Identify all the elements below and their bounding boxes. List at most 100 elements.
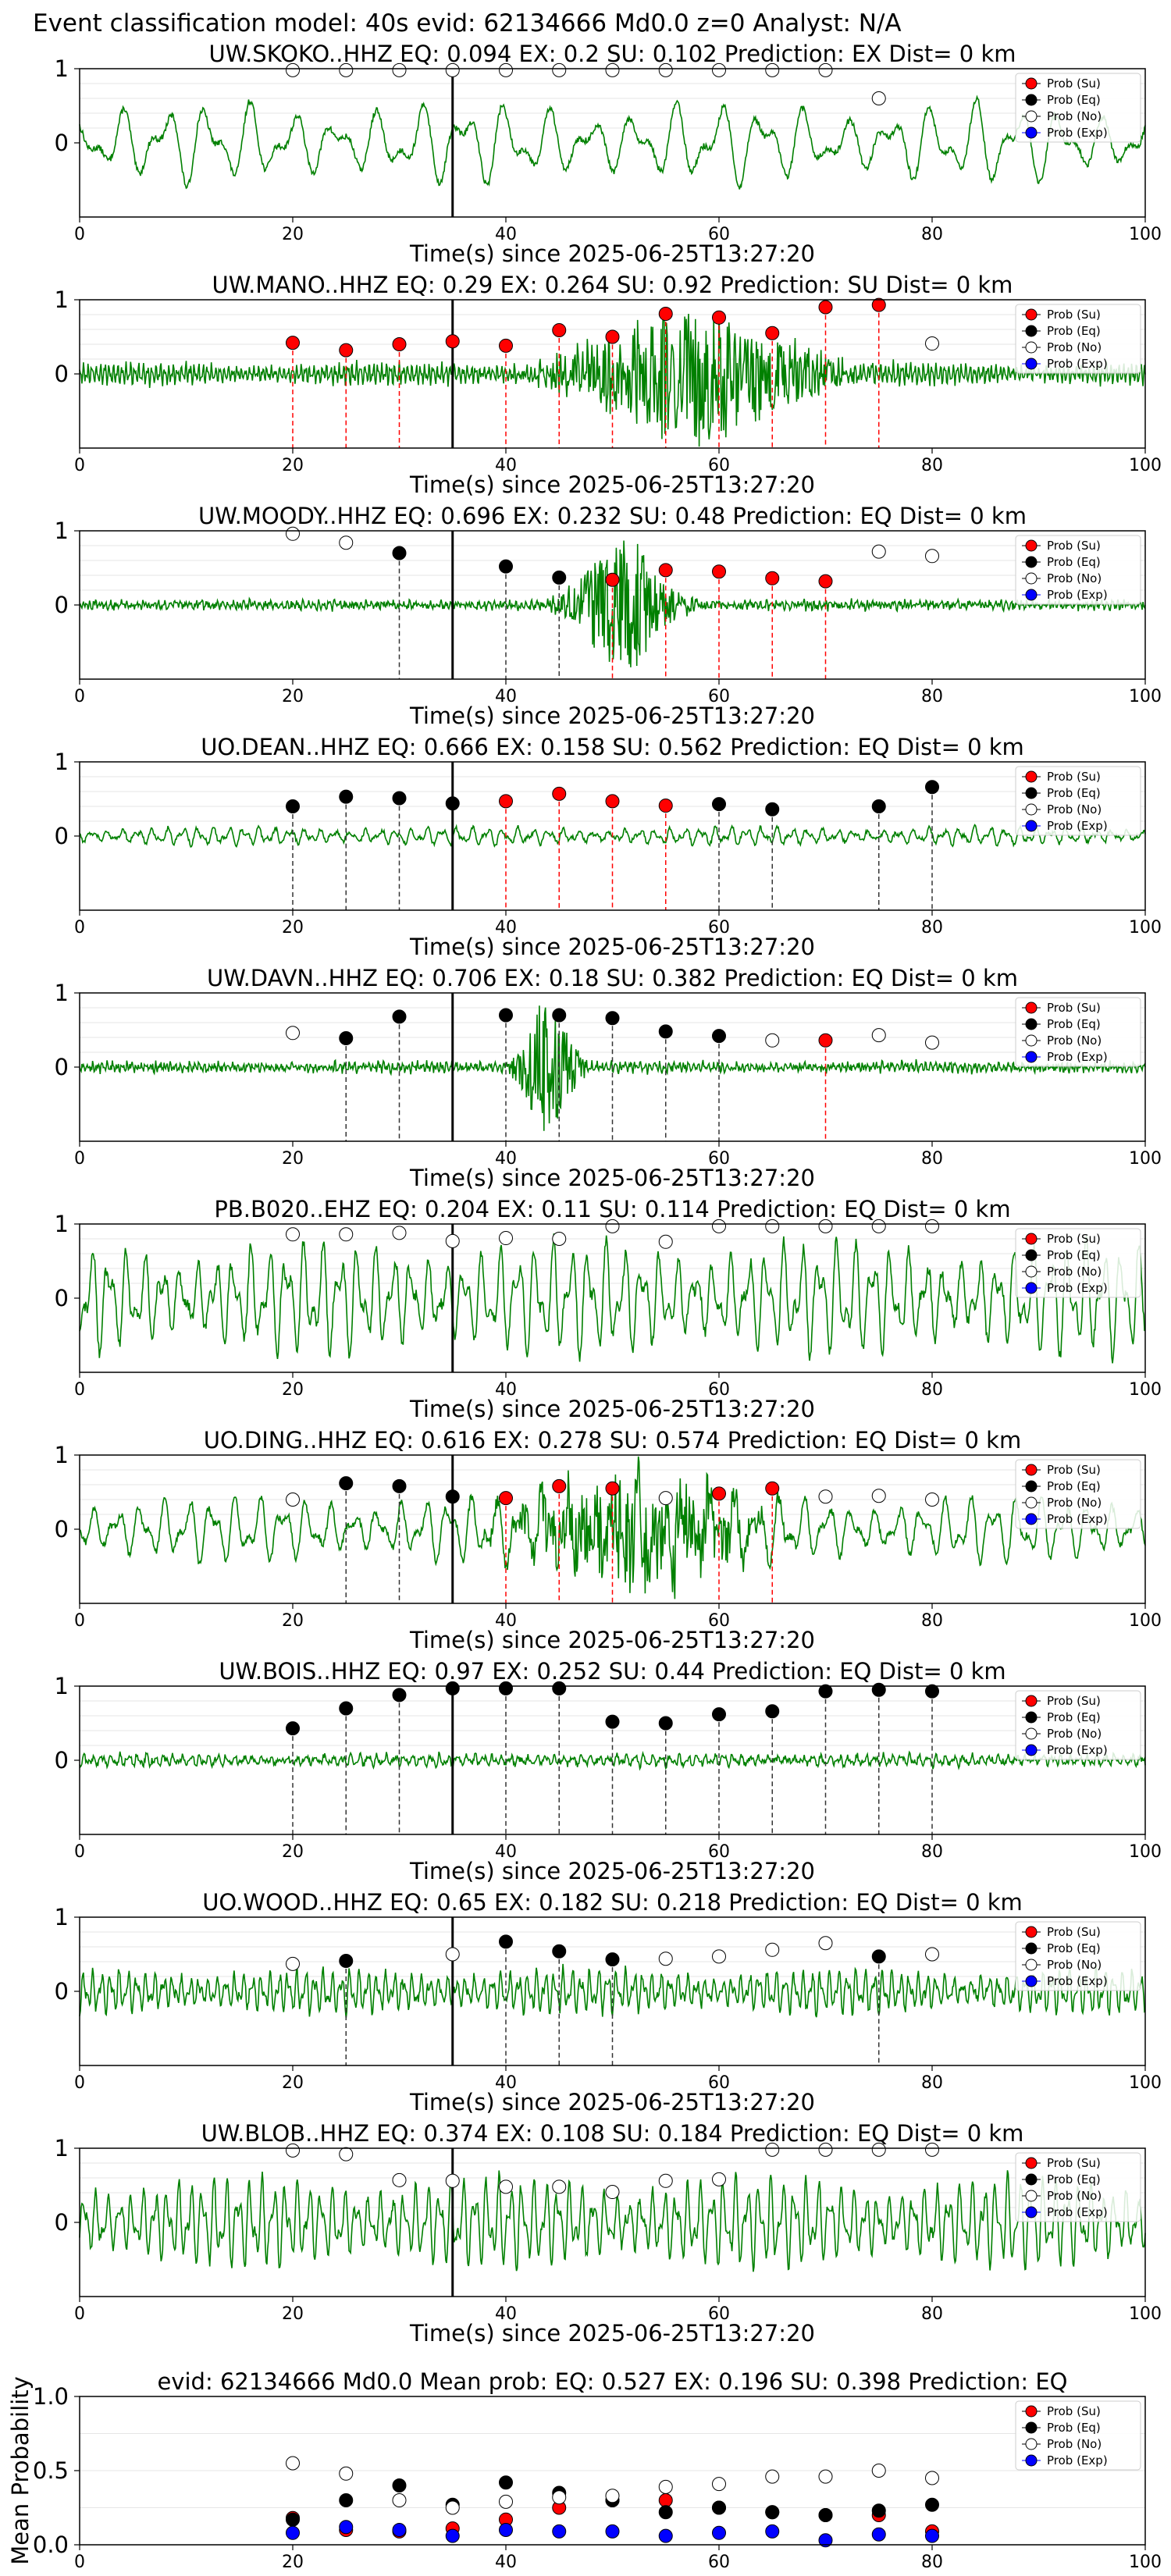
prob-marker-eq [871,1949,886,1964]
prob-marker-no [552,2179,567,2194]
prob-marker-no [925,2142,939,2157]
prob-marker-no [552,1232,567,1246]
prob-marker-su [658,307,673,322]
prob-marker-eq [765,802,780,817]
x-tick-label: 60 [708,1380,730,1400]
waveform-trace [79,2170,1146,2272]
station-panel: PB.B020..EHZ EQ: 0.204 EX: 0.11 SU: 0.11… [55,1196,1162,1422]
x-tick-label: 0 [74,456,85,475]
y-tick-label: 1 [55,749,69,775]
legend-box [1015,1459,1141,1529]
legend-marker [1025,556,1038,568]
prob-marker-su [605,329,620,344]
legend-marker [1025,1959,1038,1971]
legend-label: Prob (No) [1047,1265,1102,1279]
legend-label: Prob (Eq) [1047,2172,1101,2186]
prob-marker-no [712,1219,726,1233]
prob-marker-eq [818,1684,833,1699]
x-tick-label: 0 [74,2073,85,2093]
prob-marker-no [658,62,673,77]
x-tick-label: 20 [282,1611,304,1631]
prob-marker-eq [445,1681,460,1695]
mean-prob-marker [605,2489,620,2503]
x-tick-label: 100 [1129,2073,1162,2093]
prob-marker-su [552,786,567,801]
waveform-trace [79,1233,1146,1364]
y-tick-label: 1 [55,55,69,82]
prob-marker-eq [392,1688,407,1703]
legend-marker [1025,2454,1038,2467]
legend-label: Prob (Exp) [1047,126,1108,140]
prob-marker-su [499,1491,513,1506]
prob-marker-eq [871,1682,886,1697]
prob-marker-eq [445,796,460,811]
legend-label: Prob (Eq) [1047,2421,1101,2435]
prob-marker-eq [871,799,886,813]
prob-marker-no [499,1231,513,1246]
y-tick-label: 0.0 [33,2532,69,2558]
x-tick-label: 60 [708,225,730,244]
prob-marker-no [339,535,354,550]
prob-marker-no [765,1219,780,1233]
mean-prob-marker [925,2528,939,2543]
x-axis-label: Time(s) since 2025-06-25T13:27:20 [409,934,815,960]
prob-marker-su [499,338,513,353]
legend-marker [1025,1942,1038,1955]
legend-marker [1025,1002,1038,1014]
prob-marker-no [286,2143,300,2158]
x-axis-label: Time(s) since 2025-06-25T13:27:20 [409,1165,815,1191]
mean-prob-marker [392,2478,407,2492]
panel-title: UW.BLOB..HHZ EQ: 0.374 EX: 0.108 SU: 0.1… [201,2120,1024,2147]
mean-prob-marker [339,2520,354,2535]
x-tick-label: 0 [74,918,85,938]
mean-prob-marker [871,2527,886,2542]
legend-marker [1025,2421,1038,2434]
panel-title: UW.SKOKO..HHZ EQ: 0.094 EX: 0.2 SU: 0.10… [209,41,1016,67]
legend-label: Prob (Su) [1047,2404,1101,2418]
figure-title: Event classification model: 40s evid: 62… [33,9,902,37]
prob-marker-no [392,62,407,77]
prob-marker-no [765,1942,780,1957]
prob-marker-no [925,1219,939,1233]
y-tick-label: 1 [55,1442,69,1468]
x-tick-label: 60 [708,1149,730,1169]
prob-marker-eq [339,1030,354,1045]
legend-label: Prob (No) [1047,2189,1102,2203]
mean-prob-marker [818,2508,833,2522]
x-tick-label: 0 [74,687,85,706]
station-panel: UW.BOIS..HHZ EQ: 0.97 EX: 0.252 SU: 0.44… [55,1658,1162,1884]
x-tick-label: 0 [74,2553,85,2572]
legend-marker [1025,1282,1038,1294]
mean-prob-marker [286,2512,300,2527]
mean-prob-marker [712,2500,726,2515]
x-tick-label: 40 [495,2304,517,2324]
prob-marker-no [712,2172,726,2186]
legend-marker [1025,358,1038,370]
panel-title: PB.B020..EHZ EQ: 0.204 EX: 0.11 SU: 0.11… [214,1196,1010,1222]
station-panel: UW.BLOB..HHZ EQ: 0.374 EX: 0.108 SU: 0.1… [55,2120,1162,2347]
y-tick-label: 0 [55,1516,69,1542]
legend-label: Prob (Eq) [1047,93,1101,107]
prob-marker-eq [286,799,300,813]
y-tick-label: 1 [55,2135,69,2161]
prob-marker-no [392,1226,407,1240]
y-tick-label: 1.0 [33,2383,69,2410]
x-tick-label: 20 [282,2304,304,2324]
prob-marker-su [445,334,460,349]
prob-marker-no [445,1947,460,1962]
y-tick-label: 0.5 [33,2457,69,2484]
prob-marker-no [339,1227,354,1242]
summary-title: evid: 62134666 Md0.0 Mean prob: EQ: 0.52… [158,2368,1068,2395]
panel-title: UW.MANO..HHZ EQ: 0.29 EX: 0.264 SU: 0.92… [212,272,1013,298]
prob-marker-no [499,62,513,77]
prob-marker-no [286,526,300,541]
panel-title: UO.WOOD..HHZ EQ: 0.65 EX: 0.182 SU: 0.21… [202,1889,1023,1916]
mean-prob-marker [445,2528,460,2543]
x-tick-label: 60 [708,1842,730,1862]
prob-marker-su [818,574,833,589]
mean-prob-marker [392,2523,407,2537]
prob-marker-su [658,799,673,813]
mean-prob-marker [658,2479,673,2494]
prob-marker-eq [658,1716,673,1731]
legend-label: Prob (Su) [1047,539,1101,553]
